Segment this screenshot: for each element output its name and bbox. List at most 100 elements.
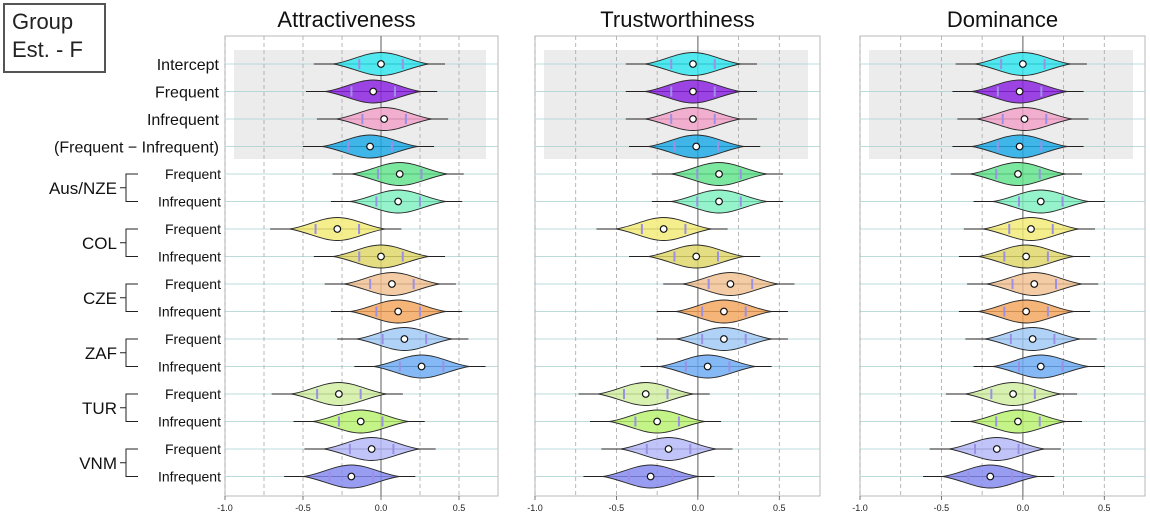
panel-title: Attractiveness — [277, 7, 415, 32]
panel-title: Dominance — [947, 7, 1058, 32]
violin-row-6 — [973, 189, 1105, 214]
mean-point — [377, 252, 385, 261]
group-box-line2: Est. - F — [12, 37, 83, 62]
mean-point — [380, 115, 389, 123]
panel-title: Trustworthiness — [600, 7, 754, 32]
mean-point — [377, 60, 385, 68]
row-label: (Frequent − Infrequent) — [54, 140, 219, 157]
violin-row-8 — [629, 244, 761, 269]
violin-row-1 — [955, 52, 1087, 76]
panel-1: -1.0 -0.5 0.0 0.5 Attractiveness — [217, 7, 499, 513]
violin-row-9 — [967, 272, 1099, 296]
sub-row-label: Infrequent — [158, 194, 221, 210]
mean-point — [986, 472, 995, 481]
mean-point — [1030, 280, 1039, 288]
mean-point — [689, 87, 697, 96]
violin-row-7 — [963, 217, 1095, 241]
violin-row-11 — [337, 327, 469, 351]
violin-row-9 — [663, 272, 795, 296]
sub-row-label: Frequent — [165, 221, 221, 237]
sub-row-label: Infrequent — [158, 414, 221, 430]
violin-row-5 — [950, 162, 1082, 186]
violin-row-1 — [625, 52, 757, 76]
violin-row-4 — [302, 134, 435, 159]
mean-point — [720, 335, 728, 343]
sub-row-label: Infrequent — [158, 469, 221, 485]
violin-row-7 — [596, 217, 728, 241]
violin-row-15 — [601, 437, 733, 461]
violin-row-12 — [354, 354, 486, 379]
mean-point — [653, 417, 662, 426]
panel-3: -1.0 -0.5 0.0 0.5 Dominance — [852, 7, 1146, 513]
group-bracket — [120, 173, 138, 202]
group-label: CZE — [83, 289, 117, 308]
violin-row-16 — [284, 464, 416, 489]
mean-point — [367, 445, 376, 453]
mean-point — [720, 307, 728, 316]
violin-row-2 — [952, 79, 1084, 104]
row-label: Infrequent — [147, 112, 220, 129]
mean-point — [1015, 142, 1024, 151]
violin-row-13 — [945, 382, 1078, 406]
violin-row-2 — [625, 79, 757, 104]
violin-row-13 — [271, 382, 403, 406]
x-tick-label: 0.0 — [1017, 503, 1030, 513]
panels-layer: -1.0 -0.5 0.0 0.5 Attractiveness -1.0 -0.5 0.0 0… — [217, 7, 1146, 513]
x-tick-label: 0.0 — [692, 503, 705, 513]
group-label: VNM — [79, 454, 117, 473]
mean-point — [726, 280, 735, 288]
x-tick-label: 0.0 — [375, 503, 388, 513]
mean-point — [1009, 390, 1017, 398]
x-tick-label: -1.0 — [217, 503, 233, 513]
sub-row-label: Frequent — [165, 331, 221, 347]
group-bracket — [120, 338, 138, 367]
group-box-line1: Group — [12, 9, 74, 34]
sub-row-label: Infrequent — [158, 304, 221, 320]
panel-2: -1.0 -0.5 0.0 0.5 Trustworthiness — [527, 7, 821, 513]
mean-point — [659, 225, 668, 233]
x-tick-label: 0.5 — [453, 503, 466, 513]
violin-row-15 — [929, 437, 1061, 461]
violin-row-4 — [952, 134, 1084, 159]
sub-row-label: Infrequent — [158, 249, 221, 265]
violin-row-16 — [583, 464, 715, 489]
group-label: ZAF — [85, 344, 117, 363]
mean-point — [1027, 225, 1035, 233]
sub-row-label: Infrequent — [158, 359, 221, 375]
group-bracket — [120, 448, 138, 477]
x-tick-label: 0.5 — [1098, 503, 1111, 513]
mean-point — [366, 142, 374, 151]
x-tick-label: -0.5 — [934, 503, 950, 513]
mean-point — [333, 225, 342, 233]
violin-row-14 — [293, 409, 425, 434]
mean-point — [394, 307, 403, 316]
mean-point — [992, 445, 1001, 453]
mean-point — [395, 170, 404, 178]
mean-point — [692, 142, 701, 151]
mean-point — [1020, 115, 1029, 123]
group-label: COL — [82, 234, 117, 253]
mean-point — [388, 280, 396, 288]
mean-point — [641, 390, 650, 398]
violin-row-1 — [313, 52, 445, 76]
violin-row-3 — [625, 107, 757, 131]
violin-row-6 — [651, 189, 784, 214]
violin-row-12 — [640, 354, 772, 379]
mean-point — [347, 472, 356, 481]
group-bracket — [120, 283, 138, 312]
mean-point — [394, 197, 403, 206]
violin-row-3 — [957, 107, 1089, 131]
violin-row-6 — [330, 189, 463, 214]
group-label: Aus/NZE — [49, 179, 117, 198]
mean-point — [1022, 252, 1031, 261]
group-label: TUR — [82, 399, 117, 418]
violin-row-10 — [958, 299, 1091, 324]
group-bracket — [120, 228, 138, 257]
sub-row-label: Frequent — [165, 386, 221, 402]
row-label: Intercept — [157, 57, 220, 74]
mean-point — [689, 60, 697, 68]
mean-point — [703, 362, 712, 371]
violin-row-14 — [950, 409, 1082, 434]
mean-point — [1022, 307, 1031, 316]
